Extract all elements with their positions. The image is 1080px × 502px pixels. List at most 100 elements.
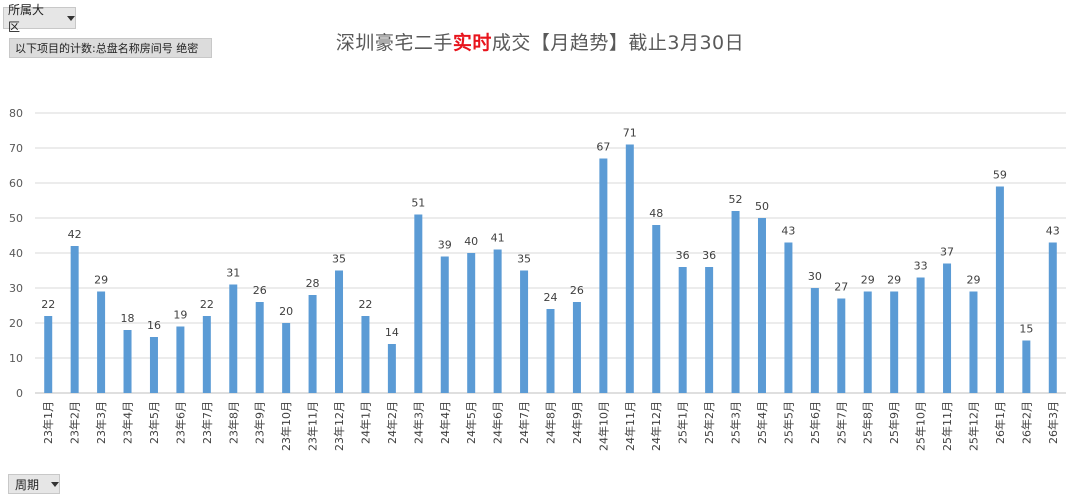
bar	[282, 323, 291, 393]
y-axis-ticks: 0 10 20 30 40 50 60 70 80	[9, 107, 23, 400]
chart-title: 深圳豪宅二手实时成交【月趋势】截止3月30日	[0, 28, 1080, 55]
x-tick-label: 23年6月	[173, 401, 187, 444]
bar	[969, 291, 978, 393]
x-tick-label: 23年12月	[332, 401, 346, 451]
x-tick-label: 25年11月	[940, 401, 954, 451]
value-field-button[interactable]: 以下项目的计数:总盘名称房间号 绝密	[9, 38, 212, 58]
data-label: 67	[596, 141, 610, 154]
x-tick-label: 25年7月	[834, 401, 848, 444]
bar	[731, 211, 740, 393]
x-tick-label: 24年9月	[570, 401, 584, 444]
y-tick-label: 50	[9, 212, 23, 225]
bar	[176, 326, 185, 393]
bar	[414, 214, 423, 393]
x-tick-label: 24年4月	[438, 401, 452, 444]
bar	[202, 316, 211, 393]
bars	[44, 144, 1057, 393]
x-tick-label: 25年6月	[808, 401, 822, 444]
data-label: 28	[306, 277, 320, 290]
y-tick-label: 60	[9, 177, 23, 190]
data-label: 35	[332, 253, 346, 266]
data-label: 29	[94, 274, 108, 287]
bar	[97, 291, 106, 393]
data-label: 29	[966, 274, 980, 287]
dropdown-arrow-icon	[51, 481, 59, 487]
region-filter-button[interactable]: 所属大区	[3, 3, 76, 34]
data-label: 48	[649, 207, 663, 220]
bar	[308, 295, 317, 393]
data-label: 27	[834, 281, 848, 294]
data-label: 31	[226, 267, 240, 280]
value-field-label: 以下项目的计数:总盘名称房间号 绝密	[15, 42, 199, 55]
region-filter-label: 所属大区	[8, 3, 45, 34]
bar	[810, 288, 819, 393]
data-label: 29	[887, 274, 901, 287]
x-tick-label: 26年1月	[993, 401, 1007, 444]
x-tick-label: 23年5月	[147, 401, 161, 444]
bar	[837, 298, 846, 393]
x-tick-label: 25年9月	[887, 401, 901, 444]
x-tick-label: 25年2月	[702, 401, 716, 444]
x-tick-label: 25年1月	[676, 401, 690, 444]
data-label: 39	[438, 239, 452, 252]
bar	[572, 302, 581, 393]
x-tick-label: 23年2月	[68, 401, 82, 444]
dropdown-arrow-icon	[67, 15, 75, 21]
bar	[916, 277, 925, 393]
data-label: 50	[755, 200, 769, 213]
data-label: 26	[253, 284, 267, 297]
x-tick-label: 25年5月	[781, 401, 795, 444]
data-label: 40	[464, 235, 478, 248]
x-tick-label: 23年8月	[226, 401, 240, 444]
bar	[149, 337, 158, 393]
x-tick-label: 23年11月	[306, 401, 320, 451]
data-label: 36	[702, 249, 716, 262]
data-label: 20	[279, 305, 293, 318]
data-label: 37	[940, 246, 954, 259]
y-tick-label: 0	[16, 387, 23, 400]
bar	[229, 284, 238, 393]
data-label: 51	[411, 197, 425, 210]
x-tick-label: 26年2月	[1019, 401, 1033, 444]
period-filter-button[interactable]: 周期	[8, 474, 60, 494]
x-tick-label: 24年10月	[596, 401, 610, 451]
data-label: 36	[676, 249, 690, 262]
x-tick-label: 24年12月	[649, 401, 663, 451]
bar	[44, 316, 53, 393]
bar	[361, 316, 370, 393]
y-tick-label: 30	[9, 282, 23, 295]
x-tick-label: 23年10月	[279, 401, 293, 451]
x-tick-label: 25年12月	[966, 401, 980, 451]
data-label: 59	[993, 169, 1007, 182]
bar	[520, 270, 529, 393]
data-label: 42	[68, 228, 82, 241]
title-part2: 成交【月趋势】截止3月30日	[491, 32, 745, 54]
bar	[70, 246, 79, 393]
x-tick-label: 24年6月	[491, 401, 505, 444]
data-label: 19	[173, 309, 187, 322]
x-tick-label: 24年7月	[517, 401, 531, 444]
bar	[467, 253, 476, 393]
data-label: 22	[358, 298, 372, 311]
bar	[757, 218, 766, 393]
x-tick-label: 26年3月	[1046, 401, 1060, 444]
x-tick-label: 25年4月	[755, 401, 769, 444]
data-label: 29	[861, 274, 875, 287]
bar	[440, 256, 449, 393]
bar	[335, 270, 344, 393]
data-label: 15	[1019, 323, 1033, 336]
x-tick-label: 23年9月	[253, 401, 267, 444]
data-label: 22	[200, 298, 214, 311]
x-tick-label: 25年10月	[914, 401, 928, 451]
bar	[863, 291, 872, 393]
data-label: 24	[544, 291, 558, 304]
data-label: 52	[729, 193, 743, 206]
x-tick-label: 23年4月	[121, 401, 135, 444]
bar	[599, 158, 608, 393]
x-tick-label: 23年3月	[94, 401, 108, 444]
x-tick-label: 23年1月	[41, 401, 55, 444]
title-highlight: 实时	[452, 32, 492, 54]
bar	[995, 186, 1004, 393]
bar	[255, 302, 264, 393]
